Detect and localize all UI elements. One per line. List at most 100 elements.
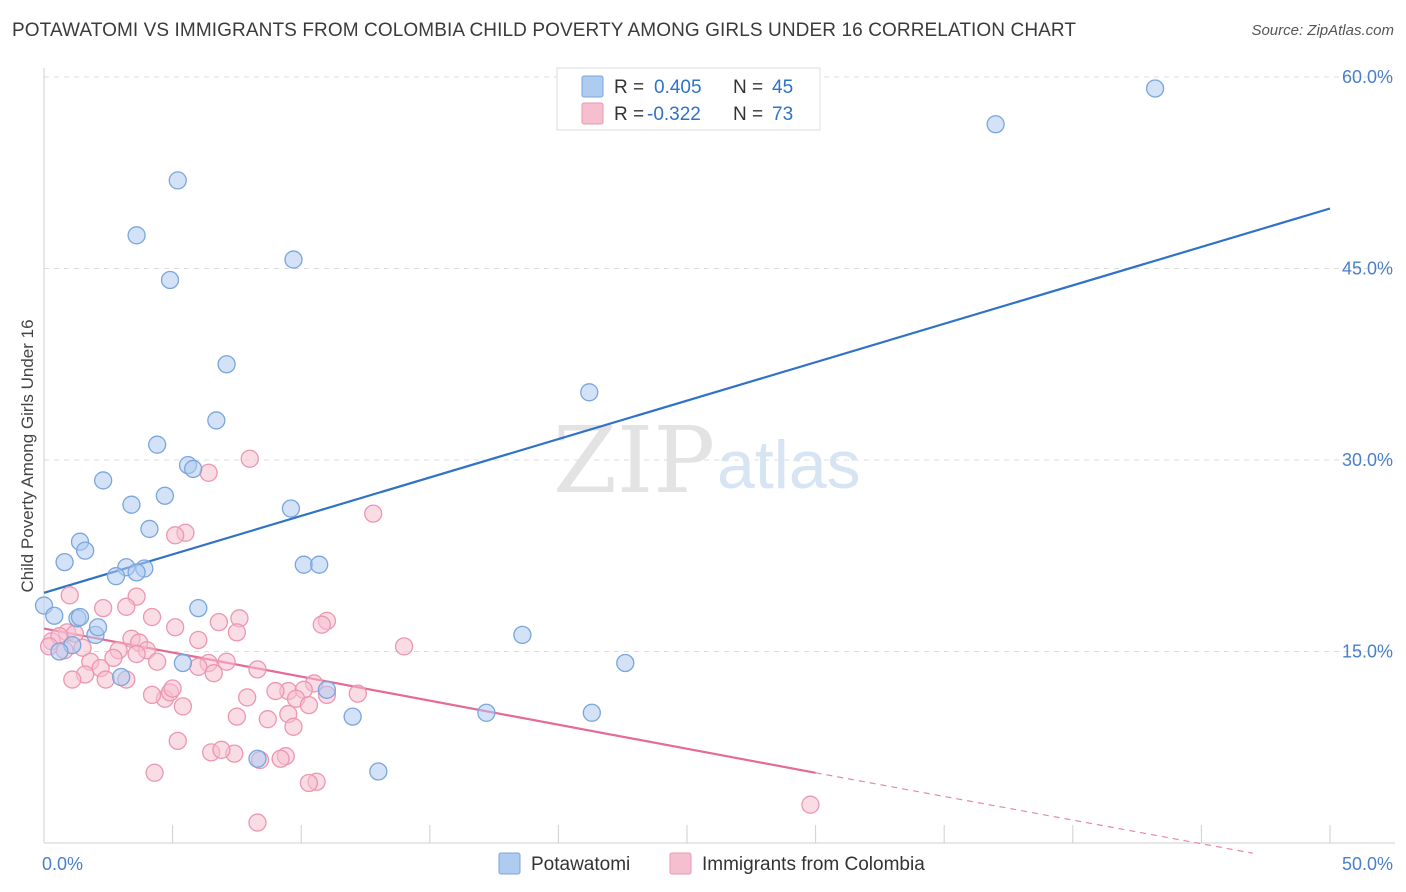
legend-swatch-colombia (581, 102, 604, 125)
point-potawatomi-5 (580, 383, 599, 402)
point-potawatomi-11 (122, 495, 141, 514)
y-tick-label-45: 45.0% (1342, 259, 1393, 279)
point-colombia-1 (199, 463, 218, 482)
point-potawatomi-41 (369, 762, 388, 781)
point-potawatomi-42 (986, 115, 1005, 134)
point-colombia-55 (227, 707, 247, 726)
point-potawatomi-36 (317, 680, 337, 699)
watermark-zip: ZIP (553, 407, 715, 514)
legend-r-value-potawatomi: 0.405 (654, 77, 702, 98)
legend-n-label-colombia: N = (733, 104, 763, 125)
series-legend: Potawatomi Immigrants from Colombia (498, 852, 925, 875)
bottom-legend-potawatomi: Potawatomi (531, 854, 630, 875)
trend-line-potawatomi (43, 207, 1331, 594)
point-potawatomi-3 (284, 250, 303, 269)
point-colombia-70 (163, 679, 182, 698)
trend-line-colombia-extension (815, 772, 1253, 854)
point-colombia-28 (127, 644, 146, 664)
source-credit: Source: ZipAtlas.com (1251, 22, 1394, 39)
point-potawatomi-0 (168, 171, 187, 190)
legend-r-label-colombia: R = (614, 104, 644, 125)
point-potawatomi-17 (55, 552, 74, 572)
point-colombia-14 (166, 618, 185, 637)
point-colombia-15 (227, 623, 247, 642)
point-colombia-33 (189, 657, 208, 676)
y-tick-label-15: 15.0% (1342, 642, 1393, 662)
watermark-atlas: atlas (717, 427, 861, 503)
point-potawatomi-32 (513, 625, 532, 645)
point-colombia-62 (271, 749, 290, 768)
y-tick-label-60: 60.0% (1342, 67, 1393, 87)
legend-r-label-potawatomi: R = (614, 77, 644, 98)
point-colombia-51 (238, 688, 257, 707)
point-colombia-47 (142, 685, 162, 705)
point-colombia-9 (142, 607, 162, 627)
y-tick-label-30: 30.0% (1342, 450, 1393, 470)
point-potawatomi-1 (127, 226, 146, 245)
x-tick-label-min: 0.0% (42, 854, 83, 874)
gridlines (44, 76, 1395, 652)
point-potawatomi-34 (173, 653, 193, 673)
point-potawatomi-13 (281, 499, 301, 518)
point-potawatomi-27 (189, 598, 208, 618)
point-colombia-71 (266, 681, 285, 701)
point-potawatomi-4 (217, 355, 236, 374)
point-colombia-4 (166, 526, 185, 545)
point-colombia-39 (96, 670, 115, 689)
point-potawatomi-16 (76, 541, 95, 560)
point-colombia-20 (189, 630, 208, 650)
legend-n-value-colombia: 73 (772, 104, 793, 125)
point-colombia-72 (104, 648, 123, 668)
point-colombia-53 (173, 697, 193, 716)
legend-swatch-potawatomi (581, 75, 604, 98)
data-points (34, 79, 1165, 832)
correlation-legend: R = 0.405 N = 45 R = -0.322 N = 73 (556, 67, 821, 131)
legend-n-value-potawatomi: 45 (772, 77, 793, 98)
point-potawatomi-40 (248, 749, 267, 768)
legend-n-label-potawatomi: N = (733, 77, 763, 98)
point-colombia-66 (299, 773, 319, 793)
x-tick-labels: 0.0% 50.0% (42, 854, 1393, 874)
point-colombia-2 (364, 504, 383, 523)
point-colombia-34 (217, 652, 236, 671)
trend-line-colombia (43, 627, 816, 774)
point-colombia-37 (248, 660, 267, 679)
chart-title: POTAWATOMI VS IMMIGRANTS FROM COLOMBIA C… (12, 20, 1077, 41)
point-colombia-5 (60, 586, 79, 605)
point-potawatomi-44 (70, 607, 90, 627)
point-potawatomi-43 (1145, 79, 1165, 98)
point-colombia-67 (801, 795, 820, 814)
x-tick-label-max: 50.0% (1342, 854, 1393, 874)
point-colombia-68 (248, 813, 267, 832)
point-colombia-38 (204, 664, 223, 683)
bottom-legend-swatch-potawatomi (498, 852, 521, 875)
point-potawatomi-20 (294, 555, 313, 574)
point-potawatomi-2 (160, 270, 180, 290)
point-potawatomi-31 (88, 618, 108, 637)
y-tick-labels: 15.0% 30.0% 45.0% 60.0% (1342, 67, 1393, 662)
point-potawatomi-22 (127, 563, 146, 582)
point-colombia-49 (348, 684, 367, 703)
point-potawatomi-9 (184, 459, 203, 479)
point-potawatomi-25 (45, 606, 64, 625)
point-colombia-29 (394, 637, 414, 656)
point-colombia-8 (117, 597, 136, 616)
point-colombia-40 (63, 670, 82, 689)
bottom-legend-colombia: Immigrants from Colombia (702, 854, 925, 875)
point-potawatomi-7 (148, 435, 167, 454)
point-colombia-30 (148, 652, 167, 671)
point-colombia-58 (168, 731, 187, 751)
legend-r-value-colombia: -0.322 (647, 104, 701, 125)
point-potawatomi-12 (155, 486, 175, 505)
point-colombia-56 (258, 710, 277, 729)
axes (43, 68, 1395, 844)
point-potawatomi-38 (477, 703, 496, 722)
point-colombia-52 (299, 695, 319, 715)
point-potawatomi-33 (616, 653, 635, 673)
point-colombia-64 (145, 763, 164, 782)
point-colombia-12 (209, 612, 229, 632)
point-potawatomi-14 (140, 519, 159, 539)
point-potawatomi-6 (207, 411, 226, 430)
point-colombia-13 (312, 615, 331, 634)
